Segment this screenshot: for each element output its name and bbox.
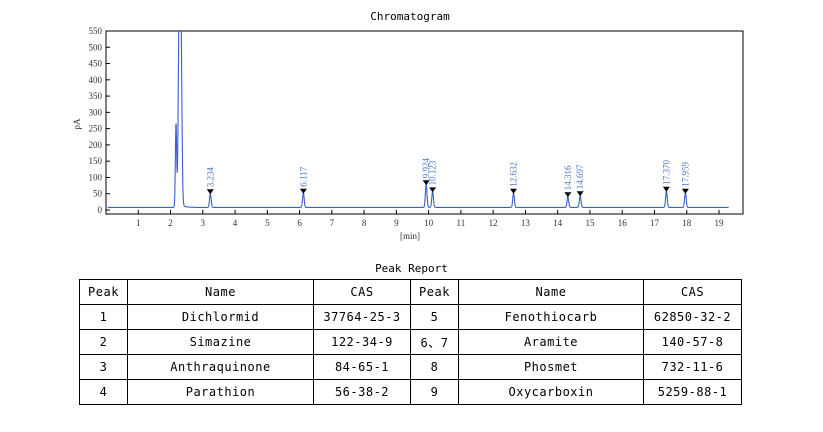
cell-cas: 62850-32-2 <box>643 304 742 330</box>
cell-cas: 84-65-1 <box>313 354 411 380</box>
cell-name: Dichlormid <box>127 304 314 330</box>
y-tick-label: 250 <box>89 124 103 134</box>
peak-time-label: 17.959 <box>680 161 690 186</box>
x-tick-label: 14 <box>553 218 563 228</box>
cell-cas: 732-11-6 <box>643 354 742 380</box>
peak-marker <box>564 192 572 198</box>
y-tick-label: 450 <box>89 59 103 69</box>
cell-name: Fenothiocarb <box>458 304 644 330</box>
x-tick-label: 10 <box>424 218 434 228</box>
cell-name: Anthraquinone <box>127 354 314 380</box>
header-cas: CAS <box>313 279 411 305</box>
peak-time-label: 14.316 <box>563 165 573 190</box>
x-tick-label: 8 <box>362 218 367 228</box>
chart-title: Chromatogram <box>370 10 450 23</box>
peak-report-title: Peak Report <box>375 262 448 275</box>
peak-marker <box>429 187 437 193</box>
x-tick-label: 7 <box>330 218 335 228</box>
x-tick-label: 4 <box>233 218 238 228</box>
peak-time-label: 10.123 <box>428 160 438 185</box>
cell-peak: 9 <box>410 379 459 405</box>
header-name: Name <box>458 279 644 305</box>
peak-marker <box>681 188 689 194</box>
x-axis-label: [min] <box>400 231 420 241</box>
x-tick-label: 13 <box>521 218 531 228</box>
peak-time-label: 9.924 <box>421 157 431 178</box>
y-tick-label: 50 <box>93 189 103 199</box>
cell-peak: 8 <box>410 354 459 380</box>
cell-peak: 5 <box>410 304 459 330</box>
cell-name: Oxycarboxin <box>458 379 644 405</box>
y-tick-label: 200 <box>89 140 103 150</box>
cell-cas: 56-38-2 <box>313 379 411 405</box>
peak-time-label: 14.697 <box>575 164 585 189</box>
cell-cas: 37764-25-3 <box>313 304 411 330</box>
y-tick-label: 100 <box>89 172 103 182</box>
cell-name: Simazine <box>127 329 314 355</box>
x-tick-label: 11 <box>457 218 466 228</box>
cell-peak: 4 <box>79 379 128 405</box>
peak-marker <box>662 186 670 192</box>
y-tick-label: 500 <box>89 42 103 52</box>
cell-name: Parathion <box>127 379 314 405</box>
cell-peak: 3 <box>79 354 128 380</box>
header-cas: CAS <box>643 279 742 305</box>
x-tick-label: 15 <box>585 218 595 228</box>
header-peak: Peak <box>410 279 459 305</box>
header-name: Name <box>127 279 314 305</box>
x-tick-label: 5 <box>265 218 270 228</box>
cell-peak: 1 <box>79 304 128 330</box>
x-tick-label: 2 <box>168 218 173 228</box>
table-row: 1 Dichlormid 37764-25-3 5 Fenothiocarb 6… <box>79 304 742 330</box>
table-row: 2 Simazine 122-34-9 6、7 Aramite 140-57-8 <box>79 329 742 355</box>
peak-time-label: 3.234 <box>205 167 215 188</box>
peak-marker <box>576 191 584 197</box>
peak-report-table: Peak Name CAS Peak Name CAS 1 Dichlormid… <box>79 279 742 405</box>
signal-line <box>107 31 729 208</box>
plot-frame <box>105 30 744 215</box>
x-tick-label: 1 <box>136 218 141 228</box>
cell-cas: 140-57-8 <box>643 329 742 355</box>
peak-marker <box>299 188 307 194</box>
header-peak: Peak <box>79 279 128 305</box>
x-tick-label: 17 <box>650 218 660 228</box>
y-tick-label: 0 <box>98 205 103 215</box>
y-axis-label: pA <box>72 118 82 130</box>
cell-name: Phosmet <box>458 354 644 380</box>
chromatogram-chart: Chromatogram 050100150200250300350400450… <box>72 10 744 241</box>
table-row: 3 Anthraquinone 84-65-1 8 Phosmet 732-11… <box>79 354 742 380</box>
peak-time-label: 17.370 <box>661 159 671 184</box>
x-tick-label: 18 <box>682 218 692 228</box>
peak-marker <box>422 180 430 186</box>
cell-peak: 2 <box>79 329 128 355</box>
peak-time-label: 6.117 <box>298 166 308 186</box>
table-row: 4 Parathion 56-38-2 9 Oxycarboxin 5259-8… <box>79 379 742 405</box>
peak-marker <box>206 189 214 195</box>
x-tick-label: 19 <box>715 218 725 228</box>
peak-marker <box>510 188 517 194</box>
signal-group <box>107 31 729 208</box>
cell-cas: 5259-88-1 <box>643 379 742 405</box>
cell-name: Aramite <box>458 329 644 355</box>
y-tick-label: 550 <box>89 26 103 36</box>
y-tick-label: 350 <box>89 91 103 101</box>
x-tick-label: 12 <box>489 218 498 228</box>
cell-cas: 122-34-9 <box>313 329 411 355</box>
x-tick-label: 3 <box>201 218 206 228</box>
table-header-row: Peak Name CAS Peak Name CAS <box>79 279 742 305</box>
y-tick-label: 150 <box>89 156 103 166</box>
peak-time-label: 12.632 <box>509 162 519 187</box>
y-tick-label: 300 <box>89 107 103 117</box>
cell-peak: 6、7 <box>410 329 459 355</box>
x-ticks: 1 2 3 4 5 6 7 8 9 10 11 12 13 14 15 16 17 18 19 <box>136 210 724 228</box>
x-tick-label: 16 <box>618 218 628 228</box>
x-tick-label: 6 <box>297 218 302 228</box>
x-tick-label: 9 <box>394 218 399 228</box>
y-tick-label: 400 <box>89 75 103 85</box>
y-ticks: 0 50 100 150 200 250 300 350 400 450 500 550 <box>89 26 110 215</box>
